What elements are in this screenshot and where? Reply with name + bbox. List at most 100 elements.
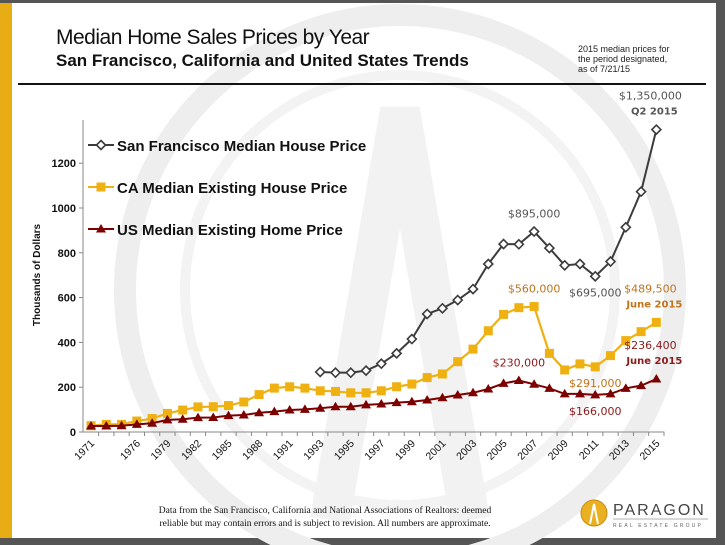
y-tick-label: 200 [58, 382, 76, 394]
data-point [499, 309, 509, 319]
note-line: the period designated, [578, 54, 668, 64]
data-point [254, 390, 264, 400]
data-point [620, 383, 631, 392]
legend-label: CA Median Existing House Price [117, 180, 347, 197]
data-point [330, 401, 341, 411]
data-point [528, 225, 540, 238]
data-point [483, 383, 494, 393]
data-point [621, 336, 631, 346]
footer-line: reliable but may contain errors and is s… [159, 519, 491, 529]
data-point [285, 382, 295, 392]
data-point [345, 367, 357, 379]
data-label: $1,350,000 [619, 90, 682, 103]
note-line: 2015 median prices for [578, 44, 670, 54]
data-point [636, 380, 647, 390]
data-point [299, 404, 310, 413]
data-point [575, 359, 585, 369]
legend-label: US Median Existing Home Price [117, 222, 343, 239]
x-tick-label: 1985 [210, 438, 235, 463]
data-point [574, 388, 585, 398]
data-point [559, 388, 570, 398]
data-point [543, 242, 556, 254]
data-point [300, 383, 310, 393]
data-point [529, 379, 540, 388]
x-tick-label: 1997 [362, 438, 387, 463]
data-point [376, 386, 386, 396]
data-point [239, 397, 249, 407]
chart-subtitle: San Francisco, California and United Sta… [56, 51, 469, 70]
data-point [192, 412, 203, 422]
data-point [605, 388, 616, 398]
y-tick-label: 1000 [52, 203, 76, 215]
data-point [86, 420, 96, 430]
data-point [482, 258, 494, 270]
data-point [162, 408, 172, 418]
data-point [590, 389, 601, 399]
data-point [574, 258, 586, 270]
data-point [284, 405, 295, 414]
data-point [376, 399, 387, 408]
data-point [208, 412, 219, 421]
data-point [422, 373, 432, 383]
data-point [452, 294, 464, 306]
data-point [269, 406, 280, 416]
y-tick-label: 600 [58, 293, 76, 305]
x-tick-label: 1976 [118, 438, 143, 463]
data-point [178, 405, 188, 415]
data-label-period: June 2015 [625, 356, 682, 367]
data-point [392, 382, 402, 392]
y-tick-label: 0 [70, 427, 76, 439]
data-point [483, 326, 493, 336]
data-point [101, 420, 112, 430]
data-point [193, 402, 203, 412]
data-point [131, 419, 142, 428]
data-point [544, 383, 555, 392]
data-point [238, 409, 249, 419]
data-point [116, 420, 127, 430]
legend-label: San Francisco Median House Price [117, 138, 366, 155]
data-label: $695,000 [569, 286, 622, 299]
data-point [314, 366, 326, 378]
data-point [361, 388, 371, 398]
data-label: $230,000 [493, 356, 546, 369]
x-tick-label: 2005 [485, 438, 510, 463]
data-label-period: June 2015 [625, 299, 682, 310]
y-tick-label: 800 [58, 248, 76, 260]
data-point [467, 283, 479, 295]
data-label: $291,000 [569, 377, 622, 390]
series-2 [86, 374, 662, 430]
data-point [390, 347, 403, 360]
data-point [346, 388, 356, 398]
data-point [406, 333, 418, 345]
data-label: $236,400 [624, 339, 677, 352]
data-point [620, 221, 632, 233]
data-point [589, 270, 601, 282]
data-point [329, 367, 342, 379]
data-point [421, 308, 433, 320]
data-point [254, 407, 265, 417]
logo-emblem-icon [580, 499, 608, 527]
x-tick-label: 1971 [72, 438, 97, 463]
data-point [497, 238, 510, 250]
legend-marker-icon [96, 182, 106, 192]
data-label-period: Q2 2015 [631, 107, 678, 118]
data-point [468, 387, 478, 397]
y-tick-label: 400 [58, 337, 76, 349]
data-point [498, 378, 509, 387]
data-point [513, 238, 525, 250]
data-point [529, 302, 539, 312]
data-point [544, 348, 554, 358]
data-point [636, 327, 646, 337]
data-point [514, 303, 524, 313]
data-point [604, 255, 617, 268]
y-axis-label: Thousands of Dollars [32, 223, 43, 326]
data-point [559, 259, 571, 271]
data-point [407, 379, 417, 389]
data-point [453, 357, 463, 367]
data-label: $166,000 [569, 405, 622, 418]
data-point [635, 186, 647, 198]
data-point [422, 394, 433, 404]
data-point [208, 402, 218, 412]
footer-line: Data from the San Francisco, California … [158, 506, 492, 516]
